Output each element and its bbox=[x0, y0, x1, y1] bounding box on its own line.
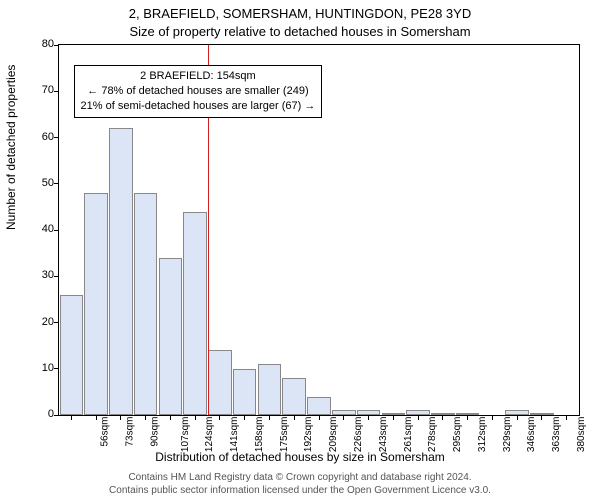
xtick-label: 261sqm bbox=[403, 417, 414, 453]
histogram-bar bbox=[208, 350, 232, 415]
xtick-label: 209sqm bbox=[328, 417, 339, 453]
annotation-line: 2 BRAEFIELD: 154sqm bbox=[81, 69, 316, 84]
xtick-label: 295sqm bbox=[452, 417, 463, 453]
ytick-mark bbox=[54, 183, 59, 184]
ytick-label: 70 bbox=[24, 84, 54, 96]
xtick-mark bbox=[170, 415, 171, 420]
ytick-mark bbox=[54, 45, 59, 46]
xtick-mark bbox=[566, 415, 567, 420]
xtick-label: 56sqm bbox=[100, 417, 111, 447]
xtick-mark bbox=[244, 415, 245, 420]
xtick-label: 175sqm bbox=[279, 417, 290, 453]
ytick-mark bbox=[54, 368, 59, 369]
ytick-mark bbox=[54, 415, 59, 416]
xtick-mark bbox=[219, 415, 220, 420]
ytick-label: 40 bbox=[24, 223, 54, 235]
histogram-bar bbox=[134, 193, 158, 415]
xtick-mark bbox=[517, 415, 518, 420]
xtick-label: 312sqm bbox=[477, 417, 488, 453]
xtick-mark bbox=[467, 415, 468, 420]
ytick-label: 60 bbox=[24, 131, 54, 143]
xtick-mark bbox=[71, 415, 72, 420]
xtick-label: 380sqm bbox=[576, 417, 587, 453]
ytick-label: 80 bbox=[24, 38, 54, 50]
copyright-footer: Contains HM Land Registry data © Crown c… bbox=[0, 472, 600, 497]
xtick-mark bbox=[294, 415, 295, 420]
xtick-label: 73sqm bbox=[125, 417, 136, 447]
histogram-bar bbox=[307, 397, 331, 416]
xtick-mark bbox=[343, 415, 344, 420]
xtick-label: 226sqm bbox=[353, 417, 364, 453]
xtick-mark bbox=[269, 415, 270, 420]
ytick-label: 30 bbox=[24, 269, 54, 281]
xtick-label: 90sqm bbox=[149, 417, 160, 447]
xtick-mark bbox=[418, 415, 419, 420]
xtick-label: 158sqm bbox=[254, 417, 265, 453]
ytick-label: 50 bbox=[24, 177, 54, 189]
xtick-label: 346sqm bbox=[526, 417, 537, 453]
histogram-bar bbox=[159, 258, 183, 415]
xtick-label: 107sqm bbox=[180, 417, 191, 453]
xtick-mark bbox=[393, 415, 394, 420]
xtick-label: 329sqm bbox=[502, 417, 513, 453]
histogram-bar bbox=[109, 128, 133, 415]
histogram-bar bbox=[60, 295, 84, 415]
xtick-mark bbox=[96, 415, 97, 420]
annotation-line: ← 78% of detached houses are smaller (24… bbox=[81, 84, 316, 99]
y-axis-label: Number of detached properties bbox=[4, 65, 18, 230]
xtick-mark bbox=[319, 415, 320, 420]
chart-title-line1: 2, BRAEFIELD, SOMERSHAM, HUNTINGDON, PE2… bbox=[0, 6, 600, 21]
ytick-mark bbox=[54, 91, 59, 92]
chart-title-line2: Size of property relative to detached ho… bbox=[0, 24, 600, 39]
histogram-bar bbox=[183, 212, 207, 416]
ytick-label: 20 bbox=[24, 316, 54, 328]
ytick-mark bbox=[54, 137, 59, 138]
xtick-label: 141sqm bbox=[229, 417, 240, 453]
ytick-mark bbox=[54, 276, 59, 277]
histogram-bar bbox=[84, 193, 108, 415]
histogram-bar bbox=[258, 364, 282, 415]
xtick-label: 363sqm bbox=[551, 417, 562, 453]
xtick-label: 278sqm bbox=[427, 417, 438, 453]
ytick-mark bbox=[54, 230, 59, 231]
ytick-mark bbox=[54, 322, 59, 323]
xtick-mark bbox=[368, 415, 369, 420]
xtick-mark bbox=[442, 415, 443, 420]
ytick-label: 0 bbox=[24, 408, 54, 420]
ytick-label: 10 bbox=[24, 362, 54, 374]
xtick-label: 124sqm bbox=[205, 417, 216, 453]
xtick-mark bbox=[195, 415, 196, 420]
annotation-line: 21% of semi-detached houses are larger (… bbox=[81, 99, 316, 114]
plot-area: 56sqm73sqm90sqm107sqm124sqm141sqm158sqm1… bbox=[58, 44, 580, 416]
xtick-mark bbox=[120, 415, 121, 420]
xtick-label: 243sqm bbox=[378, 417, 389, 453]
histogram-bar bbox=[282, 378, 306, 415]
footer-line2: Contains public sector information licen… bbox=[0, 485, 600, 498]
xtick-label: 192sqm bbox=[304, 417, 315, 453]
x-axis-label: Distribution of detached houses by size … bbox=[0, 450, 600, 464]
histogram-bar bbox=[233, 369, 257, 415]
footer-line1: Contains HM Land Registry data © Crown c… bbox=[0, 472, 600, 485]
xtick-mark bbox=[492, 415, 493, 420]
annotation-box: 2 BRAEFIELD: 154sqm← 78% of detached hou… bbox=[74, 65, 323, 118]
xtick-mark bbox=[541, 415, 542, 420]
chart-container: 2, BRAEFIELD, SOMERSHAM, HUNTINGDON, PE2… bbox=[0, 0, 600, 500]
xtick-mark bbox=[145, 415, 146, 420]
